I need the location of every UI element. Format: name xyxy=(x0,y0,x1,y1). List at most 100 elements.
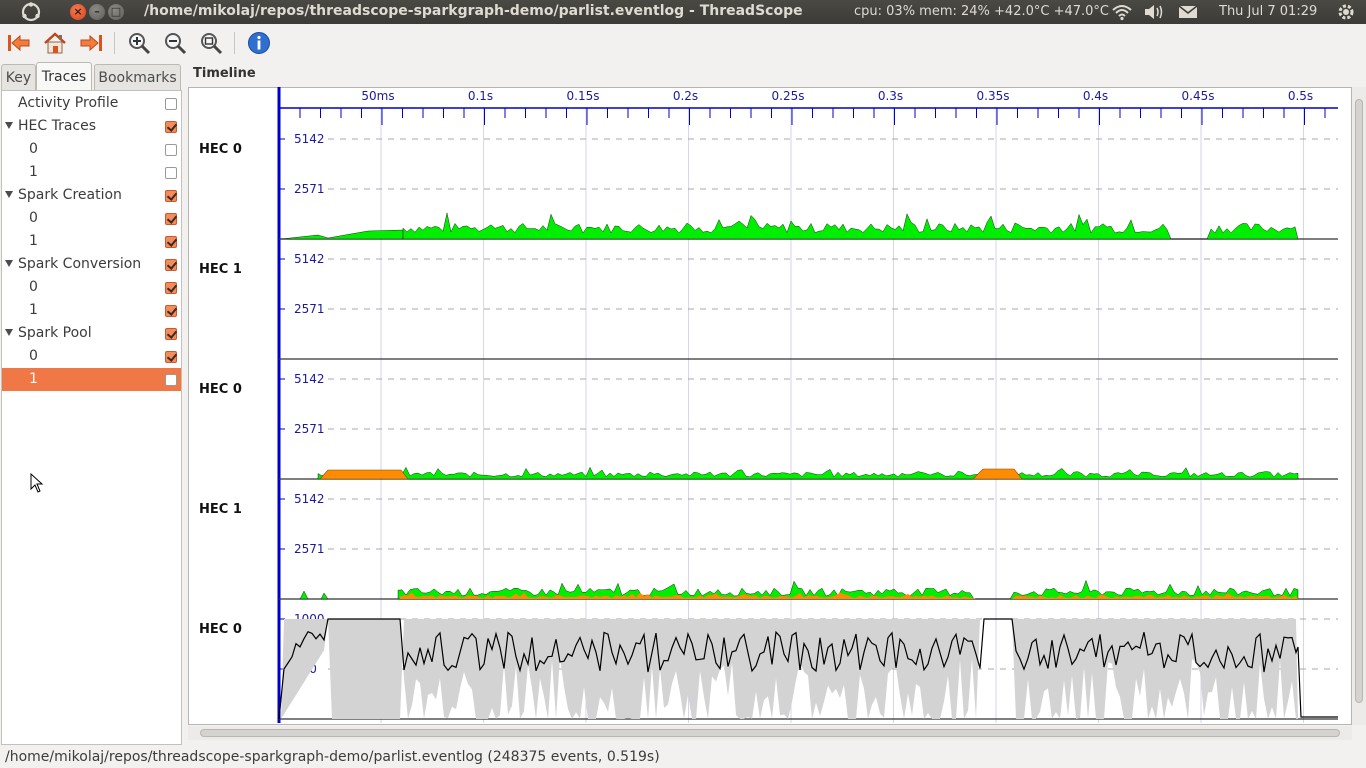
horizontal-scrollbar[interactable] xyxy=(188,726,1352,740)
info-icon xyxy=(248,32,270,54)
expander-arrow-icon[interactable] xyxy=(5,191,13,198)
trace-checkbox[interactable] xyxy=(165,282,177,294)
tab-bookmarks[interactable]: Bookmarks xyxy=(94,64,181,90)
tick-label: 0.45s xyxy=(1182,89,1215,103)
vertical-scrollbar[interactable] xyxy=(1352,87,1366,725)
trace-row[interactable]: 1 xyxy=(2,161,181,184)
toolbar-separator xyxy=(234,32,235,54)
trace-checkbox[interactable] xyxy=(165,144,177,156)
ubuntu-logo-icon[interactable] xyxy=(20,2,42,22)
spark-overflow-area xyxy=(400,592,1298,599)
trace-checkbox[interactable] xyxy=(165,190,177,202)
trace-label: 0 xyxy=(29,210,38,226)
jump-to-end-icon xyxy=(80,34,102,52)
tab-key[interactable]: Key xyxy=(1,64,36,90)
trace-list: Activity Profile HEC Traces 0 1 Spark Creati… xyxy=(1,90,182,745)
tick-label: 0.35s xyxy=(977,89,1010,103)
trace-row[interactable]: Spark Creation xyxy=(2,184,181,207)
spark-overflow-area xyxy=(972,468,1023,480)
zoom-in-button[interactable] xyxy=(124,29,154,57)
clock[interactable]: Thu Jul 7 01:29 xyxy=(1219,4,1318,19)
trace-row[interactable]: Spark Pool xyxy=(2,322,181,345)
trace-row[interactable]: 0 xyxy=(2,345,181,368)
toolbar xyxy=(0,24,1366,62)
trace-row[interactable]: HEC Traces xyxy=(2,115,181,138)
wifi-icon[interactable] xyxy=(1111,3,1133,21)
status-text: /home/mikolaj/repos/threadscope-sparkgra… xyxy=(5,749,660,765)
trace-row[interactable]: 0 xyxy=(2,138,181,161)
zoom-fit-icon xyxy=(201,33,223,55)
home-button[interactable] xyxy=(40,29,70,57)
volume-icon[interactable] xyxy=(1143,3,1165,21)
timeline-title: Timeline xyxy=(193,66,256,81)
jump-to-end-button[interactable] xyxy=(76,29,106,57)
trace-checkbox[interactable] xyxy=(165,98,177,110)
trace-row[interactable]: 1 xyxy=(2,368,181,391)
mail-icon[interactable] xyxy=(1178,5,1198,19)
spark-creation-area xyxy=(402,212,1299,240)
system-monitor[interactable]: cpu: 03% mem: 24% +42.0°C +47.0°C xyxy=(854,4,1110,19)
trace-checkbox[interactable] xyxy=(165,213,177,225)
trace-label: Spark Pool xyxy=(18,325,92,341)
trace-label: Activity Profile xyxy=(18,95,119,111)
spark-pool-line xyxy=(278,618,1338,720)
maximize-icon[interactable]: □ xyxy=(108,4,124,20)
window-title: /home/mikolaj/repos/threadscope-sparkgra… xyxy=(144,3,803,19)
jump-to-start-button[interactable] xyxy=(4,29,34,57)
zoom-out-button[interactable] xyxy=(160,29,190,57)
trace-row[interactable]: 1 xyxy=(2,299,181,322)
trace-checkbox[interactable] xyxy=(165,121,177,133)
tick-label: 0.15s xyxy=(567,89,600,103)
trace-label: 0 xyxy=(29,141,38,157)
jump-to-start-icon xyxy=(8,34,30,52)
trace-checkbox[interactable] xyxy=(165,374,177,386)
trace-checkbox[interactable] xyxy=(165,351,177,363)
trace-label: Spark Conversion xyxy=(18,256,142,272)
expander-arrow-icon[interactable] xyxy=(5,122,13,129)
gear-icon[interactable] xyxy=(1337,3,1355,21)
trace-label: Spark Creation xyxy=(18,187,122,203)
spark-overflow-area xyxy=(319,469,409,480)
y-axis-label: 2571 xyxy=(294,422,325,436)
trace-checkbox[interactable] xyxy=(165,328,177,340)
close-icon[interactable]: × xyxy=(70,4,86,20)
minimize-icon[interactable]: – xyxy=(89,4,105,20)
tick-label: 0.4s xyxy=(1083,89,1108,103)
vertical-scrollbar-thumb[interactable] xyxy=(1355,99,1363,703)
toolbar-separator xyxy=(114,32,115,54)
horizontal-scrollbar-thumb[interactable] xyxy=(200,729,1340,737)
tick-label: 0.3s xyxy=(878,89,903,103)
spark-pool-area xyxy=(281,619,1298,719)
trace-checkbox[interactable] xyxy=(165,167,177,179)
timeline-chart[interactable]: 50ms 0.1s 0.15s 0.2s 0.25s 0.3s 0.35s 0.4s 0.45s… xyxy=(188,87,1351,725)
zoom-fit-button[interactable] xyxy=(196,29,226,57)
tick-label: 50ms xyxy=(361,89,394,103)
zoom-in-icon xyxy=(129,33,151,55)
trace-row[interactable]: Spark Conversion xyxy=(2,253,181,276)
status-bar: /home/mikolaj/repos/threadscope-sparkgra… xyxy=(0,746,1366,768)
tick-label: 0.1s xyxy=(468,89,493,103)
mouse-cursor-icon xyxy=(30,473,44,493)
row-label: HEC 0 xyxy=(199,622,242,637)
trace-row[interactable]: 1 xyxy=(2,230,181,253)
tick-label: 0.5s xyxy=(1288,89,1313,103)
trace-checkbox[interactable] xyxy=(165,236,177,248)
trace-label: 1 xyxy=(29,302,38,318)
trace-checkbox[interactable] xyxy=(165,305,177,317)
y-axis-label: 2571 xyxy=(294,182,325,196)
row-label: HEC 0 xyxy=(199,142,242,157)
y-axis-label: 5142 xyxy=(294,492,325,506)
info-button[interactable] xyxy=(244,29,274,57)
y-axis-label: 5142 xyxy=(294,252,325,266)
row-label: HEC 1 xyxy=(199,502,242,517)
trace-checkbox[interactable] xyxy=(165,259,177,271)
trace-row[interactable]: 0 xyxy=(2,276,181,299)
trace-label: 0 xyxy=(29,348,38,364)
trace-row[interactable]: 0 xyxy=(2,207,181,230)
trace-row[interactable]: Activity Profile xyxy=(2,92,181,115)
row-label: HEC 0 xyxy=(199,382,242,397)
expander-arrow-icon[interactable] xyxy=(5,260,13,267)
trace-label: 1 xyxy=(29,164,38,180)
expander-arrow-icon[interactable] xyxy=(5,329,13,336)
tab-traces[interactable]: Traces xyxy=(36,62,92,90)
